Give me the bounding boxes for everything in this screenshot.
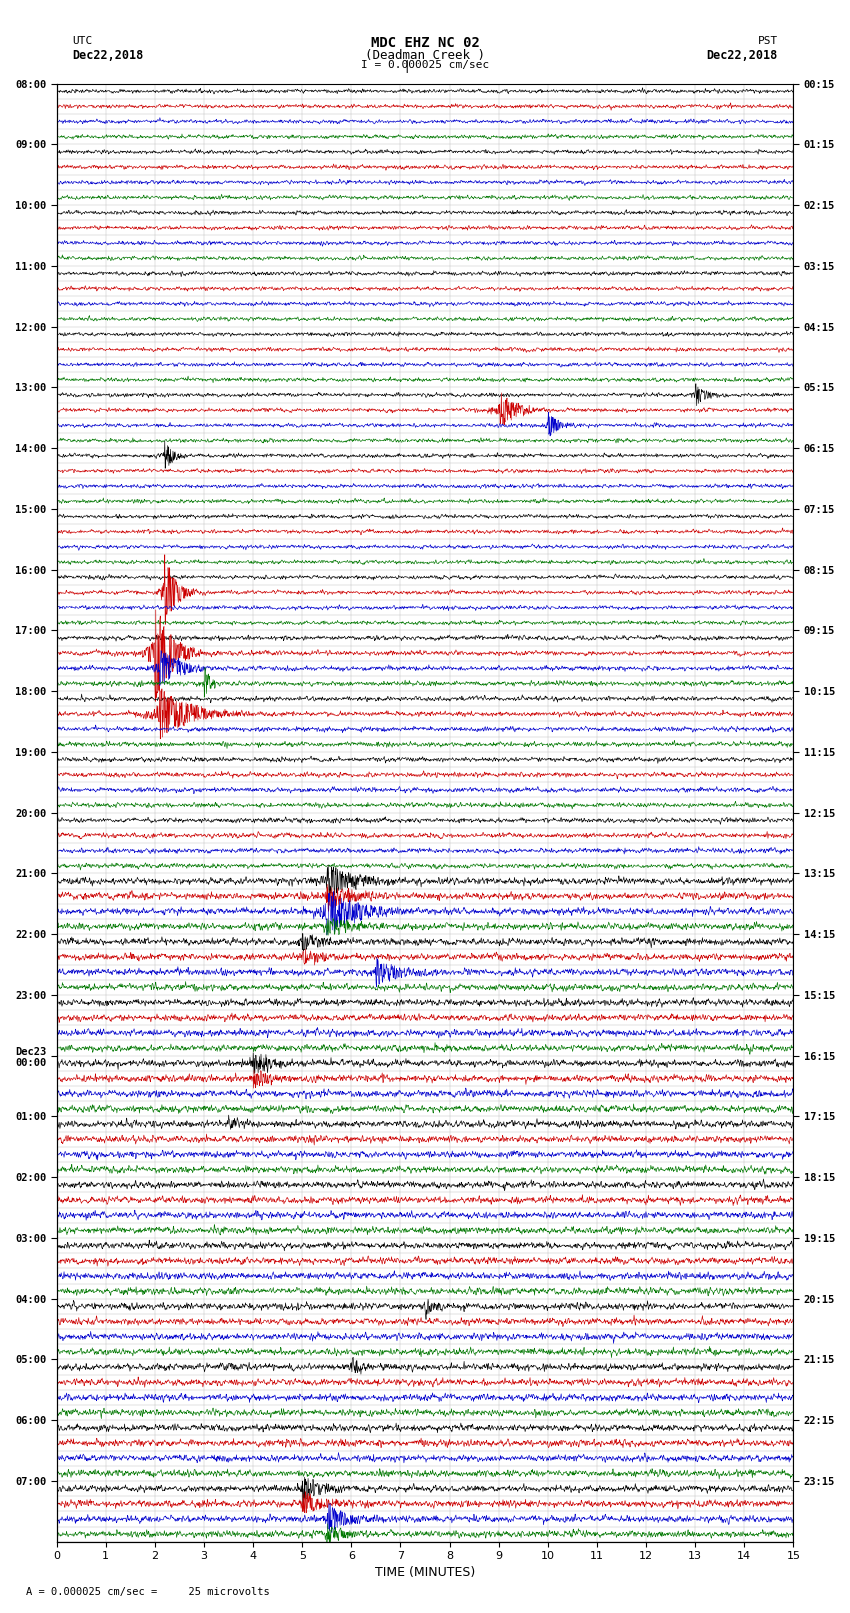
Text: I = 0.000025 cm/sec: I = 0.000025 cm/sec bbox=[361, 60, 489, 71]
Text: ❘: ❘ bbox=[401, 60, 411, 74]
Text: UTC: UTC bbox=[72, 37, 93, 47]
Text: MDC EHZ NC 02: MDC EHZ NC 02 bbox=[371, 37, 479, 50]
Text: Dec22,2018: Dec22,2018 bbox=[72, 50, 144, 63]
X-axis label: TIME (MINUTES): TIME (MINUTES) bbox=[375, 1566, 475, 1579]
Text: Dec22,2018: Dec22,2018 bbox=[706, 50, 778, 63]
Text: (Deadman Creek ): (Deadman Creek ) bbox=[365, 50, 485, 63]
Text: A = 0.000025 cm/sec =     25 microvolts: A = 0.000025 cm/sec = 25 microvolts bbox=[26, 1587, 269, 1597]
Text: PST: PST bbox=[757, 37, 778, 47]
